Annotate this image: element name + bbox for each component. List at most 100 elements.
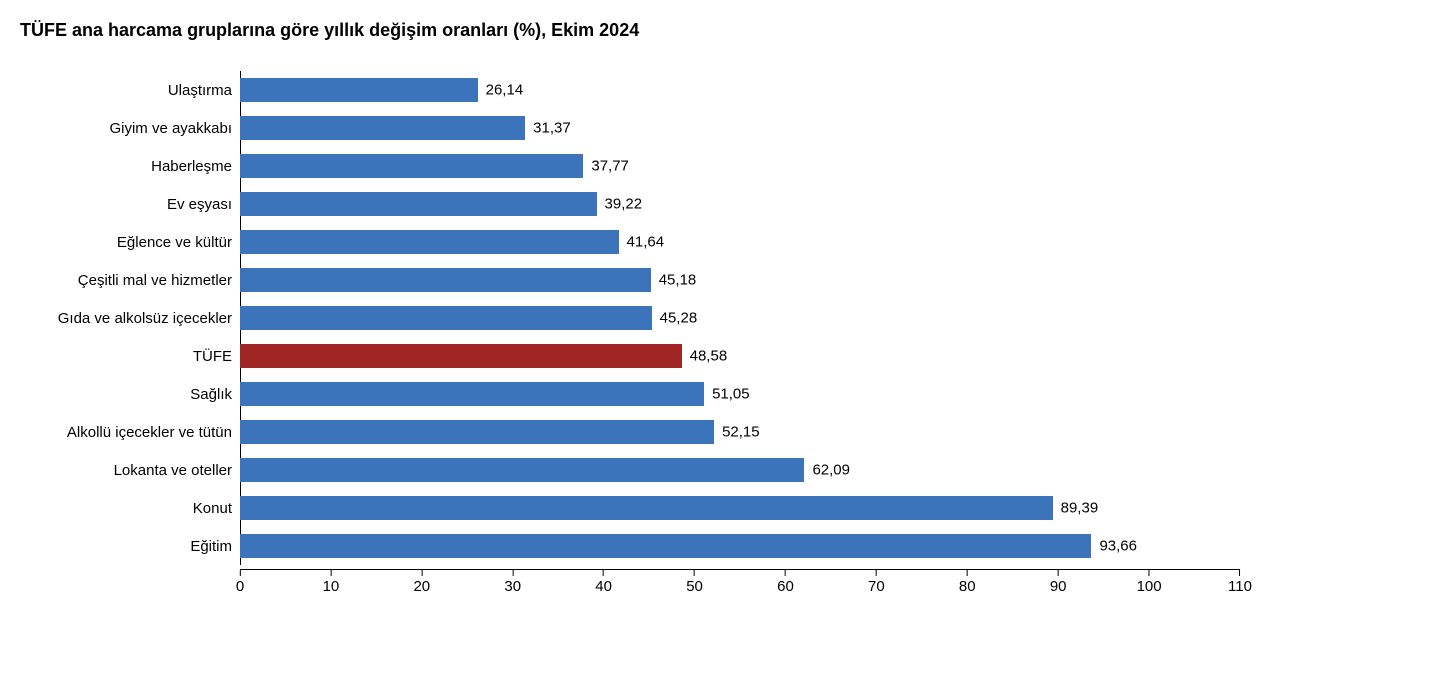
x-axis-tick: 50: [686, 570, 703, 595]
chart-plot-area: Ulaştırma26,14Giyim ve ayakkabı31,37Habe…: [240, 71, 1240, 565]
bar-track: 39,22: [240, 185, 1240, 223]
bar-row: Giyim ve ayakkabı31,37: [240, 109, 1240, 147]
bar-row: Alkollü içecekler ve tütün52,15: [240, 413, 1240, 451]
x-tick-label: 0: [236, 578, 244, 595]
bar-value-label: 51,05: [704, 386, 750, 403]
bar-track: 37,77: [240, 147, 1240, 185]
x-tick-label: 100: [1137, 578, 1162, 595]
x-axis-tick: 20: [413, 570, 430, 595]
bar-track: 93,66: [240, 527, 1240, 565]
bar: 62,09: [240, 458, 804, 482]
bar-track: 41,64: [240, 223, 1240, 261]
x-tick-mark: [603, 570, 604, 576]
bar: 39,22: [240, 192, 597, 216]
bar-category-label: Çeşitli mal ve hizmetler: [12, 272, 240, 289]
x-tick-mark: [240, 570, 241, 576]
x-axis-tick: 100: [1137, 570, 1162, 595]
x-axis-tick: 0: [236, 570, 244, 595]
x-tick-label: 90: [1050, 578, 1067, 595]
x-tick-mark: [694, 570, 695, 576]
bar-row: Gıda ve alkolsüz içecekler45,28: [240, 299, 1240, 337]
x-tick-mark: [785, 570, 786, 576]
bar-value-label: 26,14: [478, 82, 524, 99]
bar-category-label: Eğitim: [12, 538, 240, 555]
bar: 45,18: [240, 268, 651, 292]
x-axis-tick: 110: [1228, 570, 1252, 595]
bar: 41,64: [240, 230, 619, 254]
bar-track: 89,39: [240, 489, 1240, 527]
bar-highlight: 48,58: [240, 344, 682, 368]
bar-row: Haberleşme37,77: [240, 147, 1240, 185]
chart-container: Ulaştırma26,14Giyim ve ayakkabı31,37Habe…: [240, 71, 1240, 600]
bar-row: Ev eşyası39,22: [240, 185, 1240, 223]
x-axis: 0102030405060708090100110: [240, 569, 1240, 600]
x-tick-label: 50: [686, 578, 703, 595]
bar: 89,39: [240, 496, 1053, 520]
bar-track: 62,09: [240, 451, 1240, 489]
bar-value-label: 52,15: [714, 424, 760, 441]
bar: 52,15: [240, 420, 714, 444]
bar-value-label: 31,37: [525, 120, 571, 137]
bar-value-label: 48,58: [682, 348, 728, 365]
x-tick-mark: [1149, 570, 1150, 576]
x-tick-mark: [967, 570, 968, 576]
bar: 51,05: [240, 382, 704, 406]
bar-category-label: Alkollü içecekler ve tütün: [12, 424, 240, 441]
bar-value-label: 37,77: [583, 158, 629, 175]
bar-value-label: 93,66: [1091, 538, 1137, 555]
bar: 45,28: [240, 306, 652, 330]
bar-category-label: Eğlence ve kültür: [12, 234, 240, 251]
x-tick-mark: [1239, 570, 1240, 576]
x-axis-tick: 40: [595, 570, 612, 595]
bar-row: TÜFE48,58: [240, 337, 1240, 375]
bar-category-label: Haberleşme: [12, 158, 240, 175]
x-axis-tick: 70: [868, 570, 885, 595]
bar-row: Sağlık51,05: [240, 375, 1240, 413]
x-tick-mark: [512, 570, 513, 576]
x-tick-mark: [330, 570, 331, 576]
x-tick-mark: [421, 570, 422, 576]
bar-category-label: TÜFE: [12, 348, 240, 365]
bar-row: Çeşitli mal ve hizmetler45,18: [240, 261, 1240, 299]
bar-track: 45,28: [240, 299, 1240, 337]
bar-category-label: Sağlık: [12, 386, 240, 403]
bar-track: 52,15: [240, 413, 1240, 451]
x-tick-label: 10: [323, 578, 340, 595]
bar: 26,14: [240, 78, 478, 102]
x-axis-tick: 10: [323, 570, 340, 595]
bar-track: 26,14: [240, 71, 1240, 109]
x-tick-label: 20: [413, 578, 430, 595]
bar-category-label: Lokanta ve oteller: [12, 462, 240, 479]
bar-category-label: Konut: [12, 500, 240, 517]
bar-track: 51,05: [240, 375, 1240, 413]
bar-category-label: Giyim ve ayakkabı: [12, 120, 240, 137]
x-tick-label: 40: [595, 578, 612, 595]
bar-track: 45,18: [240, 261, 1240, 299]
x-axis-tick: 80: [959, 570, 976, 595]
bar-value-label: 41,64: [619, 234, 665, 251]
bar-value-label: 62,09: [804, 462, 850, 479]
bar-value-label: 39,22: [597, 196, 643, 213]
x-axis-tick: 60: [777, 570, 794, 595]
bar-category-label: Ev eşyası: [12, 196, 240, 213]
x-tick-label: 80: [959, 578, 976, 595]
bar-row: Ulaştırma26,14: [240, 71, 1240, 109]
x-tick-mark: [1058, 570, 1059, 576]
x-tick-label: 30: [504, 578, 521, 595]
x-axis-tick: 30: [504, 570, 521, 595]
bar: 93,66: [240, 534, 1091, 558]
bar: 37,77: [240, 154, 583, 178]
bar-value-label: 45,18: [651, 272, 697, 289]
chart-title: TÜFE ana harcama gruplarına göre yıllık …: [20, 20, 1420, 41]
bar-value-label: 89,39: [1053, 500, 1099, 517]
x-tick-label: 70: [868, 578, 885, 595]
bar-row: Eğlence ve kültür41,64: [240, 223, 1240, 261]
bar: 31,37: [240, 116, 525, 140]
bar-category-label: Gıda ve alkolsüz içecekler: [12, 310, 240, 327]
bar-track: 31,37: [240, 109, 1240, 147]
x-tick-mark: [876, 570, 877, 576]
x-tick-label: 110: [1228, 578, 1252, 595]
bar-row: Konut89,39: [240, 489, 1240, 527]
x-axis-tick: 90: [1050, 570, 1067, 595]
bar-value-label: 45,28: [652, 310, 698, 327]
